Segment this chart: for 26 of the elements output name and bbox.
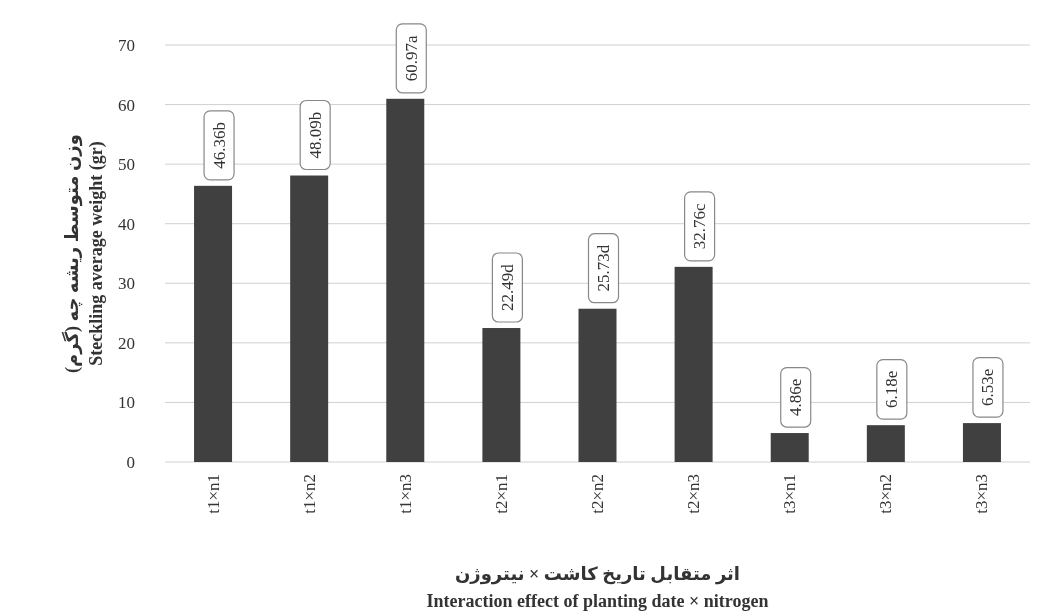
data-label: 32.76c — [690, 202, 710, 250]
data-label: 25.73d — [594, 244, 613, 292]
x-tick-label: t3×n2 — [876, 474, 896, 514]
x-tick-label: t2×n2 — [588, 474, 607, 514]
data-label: 6.18e — [882, 370, 902, 409]
y-tick-label: 40 — [118, 214, 135, 234]
y-tick-label: 60 — [118, 95, 135, 115]
y-tick-label: 50 — [118, 155, 135, 175]
x-tick-label: t1×n3 — [395, 474, 415, 514]
data-label: 22.49d — [497, 263, 517, 311]
data-label: 6.53e — [978, 368, 998, 406]
y-tick-label: 0 — [126, 453, 135, 472]
x-tick-label: t1×n2 — [299, 474, 319, 514]
y-tick-label: 10 — [118, 393, 135, 413]
y-tick-label: 20 — [118, 333, 135, 353]
x-tick-label: t2×n1 — [491, 474, 511, 514]
data-label: 4.86e — [786, 378, 806, 416]
data-label: 60.97a — [401, 34, 421, 82]
x-tick-label: t3×n3 — [972, 474, 992, 514]
data-label: 48.09b — [305, 111, 325, 159]
x-tick-label: t2×n3 — [684, 474, 704, 514]
y-tick-label: 70 — [118, 36, 135, 55]
y-tick-label: 30 — [118, 274, 135, 294]
data-label: 46.36b — [209, 121, 229, 169]
x-tick-label: t1×n1 — [203, 474, 223, 514]
x-tick-label: t3×n1 — [780, 474, 800, 514]
